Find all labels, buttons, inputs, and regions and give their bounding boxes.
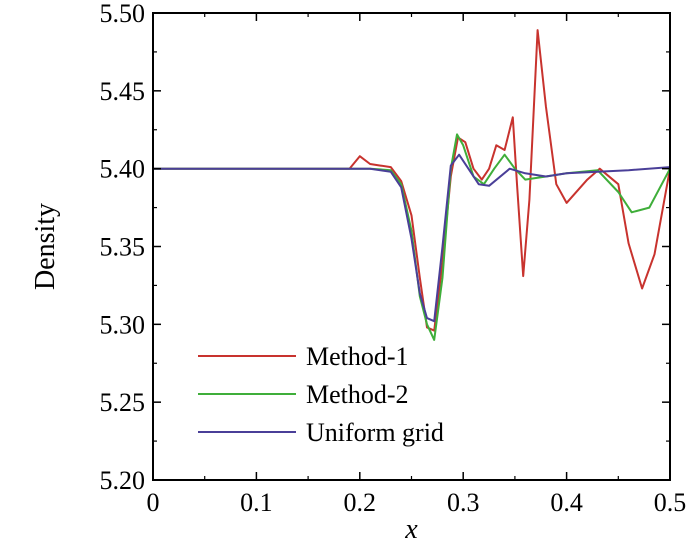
- y-tick-label: 5.25: [100, 388, 146, 417]
- x-tick-label: 0.4: [550, 488, 583, 517]
- axis-ticks: 0 0.1 0.2 0.3 0.4 0.5 5.20 5.25 5.30 5.35 5.40 5.45…: [100, 0, 687, 517]
- x-tick-label: 0.3: [447, 488, 480, 517]
- y-tick-label: 5.50: [100, 0, 146, 28]
- series-line-3: [153, 153, 671, 323]
- legend-label-1: Method-1: [306, 342, 409, 371]
- y-tick-label: 5.20: [100, 466, 146, 495]
- plot-frame: [152, 12, 671, 481]
- legend: Method-1 Method-2 Uniform grid: [198, 342, 444, 447]
- x-axis-label: x: [404, 514, 418, 543]
- x-tick-label: 0: [147, 488, 160, 517]
- y-tick-label: 5.45: [100, 77, 146, 106]
- y-tick-label: 5.30: [100, 310, 146, 339]
- series-line-1: [153, 29, 671, 332]
- legend-label-2: Method-2: [306, 380, 409, 409]
- x-tick-label: 0.5: [654, 488, 687, 517]
- y-axis-label: Density: [30, 203, 61, 290]
- plot-lines: [153, 29, 671, 341]
- legend-label-3: Uniform grid: [306, 418, 444, 447]
- x-tick-label: 0.2: [344, 488, 377, 517]
- y-tick-label: 5.35: [100, 233, 146, 262]
- y-tick-label: 5.40: [100, 155, 146, 184]
- x-tick-label: 0.1: [240, 488, 273, 517]
